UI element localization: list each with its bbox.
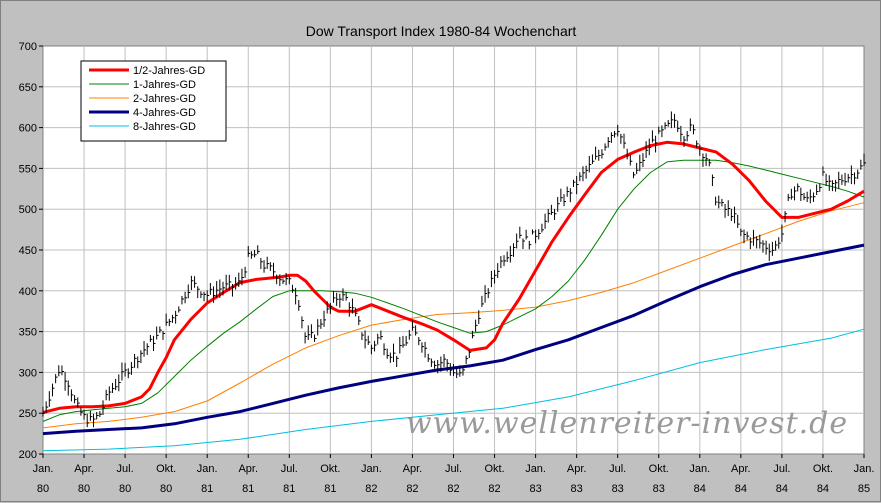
- x-tick-year: 80: [160, 483, 172, 495]
- x-tick-year: 83: [571, 483, 583, 495]
- x-tick-month: Jan.: [525, 463, 546, 475]
- y-axis: 200 250 300 350 400 450 500 550 600 650 700: [19, 41, 43, 461]
- x-tick-year: 81: [324, 483, 336, 495]
- x-tick-month: Okt.: [813, 463, 833, 475]
- x-tick-month: Jan.: [197, 463, 218, 475]
- y-tick-label: 350: [19, 327, 37, 339]
- y-tick-label: 500: [19, 204, 37, 216]
- y-tick-label: 250: [19, 408, 37, 420]
- x-tick-month: Apr.: [567, 463, 587, 475]
- y-tick-label: 450: [19, 245, 37, 257]
- x-tick-year: 83: [529, 483, 541, 495]
- x-tick-month: Jan.: [689, 463, 710, 475]
- x-tick-month: Apr.: [731, 463, 751, 475]
- x-tick-year: 80: [37, 483, 49, 495]
- x-tick-year: 83: [653, 483, 665, 495]
- x-tick-month: Okt.: [484, 463, 504, 475]
- x-tick-year: 80: [78, 483, 90, 495]
- x-tick-month: Apr.: [238, 463, 258, 475]
- chart-title: Dow Transport Index 1980-84 Wochenchart: [306, 23, 577, 39]
- series-line-3: [42, 202, 865, 429]
- x-tick-year: 81: [283, 483, 295, 495]
- x-tick-year: 82: [447, 483, 459, 495]
- x-tick-year: 84: [735, 483, 747, 495]
- x-tick-month: Okt.: [649, 463, 669, 475]
- x-tick-year: 82: [488, 483, 500, 495]
- x-tick-year: 82: [365, 483, 377, 495]
- legend-label-3: 2-Jahres-GD: [133, 93, 196, 105]
- x-tick-year: 83: [612, 483, 624, 495]
- x-tick-month: Jul.: [281, 463, 298, 475]
- y-tick-label: 300: [19, 367, 37, 379]
- y-tick-label: 200: [19, 449, 37, 461]
- x-tick-month: Apr.: [403, 463, 423, 475]
- y-tick-label: 700: [19, 41, 37, 53]
- x-tick-year: 80: [119, 483, 131, 495]
- x-tick-year: 84: [694, 483, 706, 495]
- y-tick-label: 550: [19, 163, 37, 175]
- x-tick-month: Jan.: [361, 463, 382, 475]
- legend: 1/2-Jahres-GD 1-Jahres-GD 2-Jahres-GD 4-Jah…: [80, 60, 227, 142]
- x-tick-year: 82: [406, 483, 418, 495]
- x-axis: Jan. 80 Apr. 80 Jul. 80 Okt. 80 Jan. 81 Apr. 81 Jul.…: [33, 454, 875, 495]
- x-tick-month: Jul.: [117, 463, 134, 475]
- x-tick-month: Jan.: [854, 463, 875, 475]
- x-tick-month: Jul.: [773, 463, 790, 475]
- y-tick-label: 600: [19, 123, 37, 135]
- y-tick-label: 400: [19, 286, 37, 298]
- legend-label-1: 1/2-Jahres-GD: [133, 65, 205, 77]
- price-bars: [42, 111, 866, 428]
- x-tick-year: 81: [201, 483, 213, 495]
- legend-label-5: 8-Jahres-GD: [133, 121, 196, 133]
- legend-box: [80, 60, 227, 142]
- x-tick-year: 81: [242, 483, 254, 495]
- x-tick-month: Jan.: [33, 463, 54, 475]
- x-tick-month: Okt.: [156, 463, 176, 475]
- x-tick-month: Jul.: [609, 463, 626, 475]
- series-line-5: [42, 328, 865, 452]
- x-tick-year: 85: [858, 483, 870, 495]
- x-tick-month: Jul.: [445, 463, 462, 475]
- x-tick-month: Apr.: [74, 463, 94, 475]
- y-tick-label: 650: [19, 82, 37, 94]
- legend-label-4: 4-Jahres-GD: [133, 107, 196, 119]
- x-tick-month: Okt.: [320, 463, 340, 475]
- legend-label-2: 1-Jahres-GD: [133, 79, 196, 91]
- watermark: www.wellenreiter-invest.de: [406, 406, 848, 441]
- x-tick-year: 84: [776, 483, 788, 495]
- x-tick-year: 84: [817, 483, 829, 495]
